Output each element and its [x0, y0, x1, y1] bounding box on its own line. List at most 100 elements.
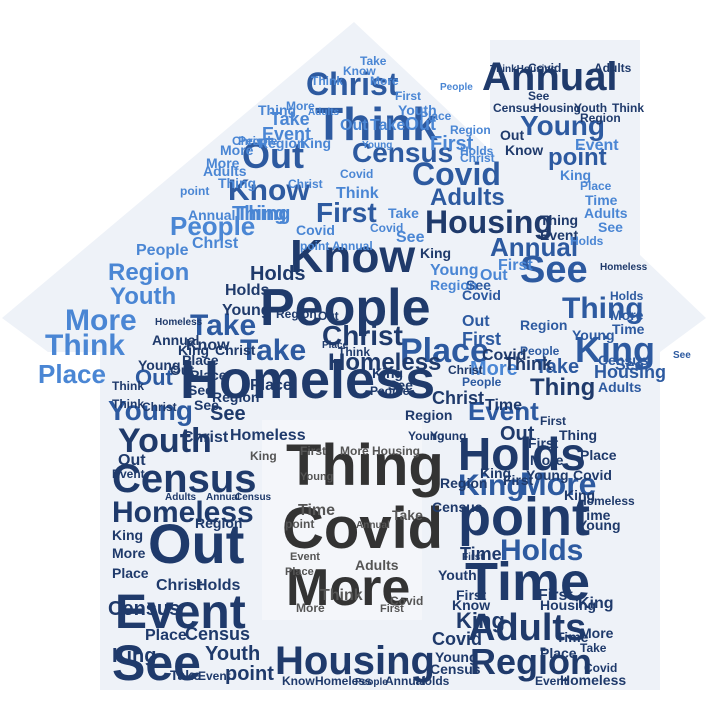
cloud-word-take: Take — [170, 667, 201, 683]
cloud-word-adults: Adults — [430, 184, 505, 211]
cloud-word-place: Place — [400, 332, 489, 370]
cloud-word-holds: Holds — [250, 263, 306, 285]
cloud-word-homeless: Homeless — [600, 262, 648, 273]
cloud-word-know: Know — [290, 230, 415, 282]
cloud-word-place: Place — [540, 645, 577, 661]
cloud-word-take: Take — [392, 507, 423, 523]
cloud-word-king: King — [578, 595, 614, 612]
cloud-word-housing: Housing — [540, 597, 596, 613]
cloud-word-place: Place — [420, 109, 452, 123]
cloud-word-out: Out — [318, 309, 339, 323]
cloud-word-place: Place — [322, 340, 349, 351]
cloud-word-adults: Adults — [598, 379, 642, 395]
cloud-word-time: Time — [465, 552, 590, 612]
cloud-word-more: More — [220, 142, 254, 158]
cloud-word-annual: Annual — [356, 520, 390, 531]
cloud-word-out: Out — [170, 362, 194, 378]
cloud-word-more: More — [470, 358, 518, 380]
cloud-word-annual: Annual — [482, 55, 618, 99]
cloud-word-time: Time — [585, 192, 618, 208]
cloud-word-king: King — [458, 469, 525, 502]
cloud-word-think: Think — [320, 587, 363, 604]
cloud-word-king: King — [250, 449, 277, 463]
cloud-word-first: First — [538, 587, 573, 604]
cloud-word-covid: Covid — [528, 61, 561, 75]
cloud-word-out: Out — [135, 365, 174, 390]
cloud-word-youth: Youth — [205, 643, 260, 665]
cloud-word-out: Out — [118, 452, 146, 469]
cloud-word-think: Think — [336, 185, 379, 202]
cloud-word-young: Young — [430, 429, 466, 443]
cloud-word-homeless: Homeless — [180, 350, 435, 410]
cloud-word-homeless: Homeless — [578, 494, 635, 508]
cloud-word-more: More — [206, 155, 240, 171]
cloud-word-census: Census — [352, 137, 453, 168]
cloud-word-event: Event — [262, 124, 311, 144]
cloud-word-adults: Adults — [203, 163, 247, 179]
cloud-word-youth: Youth — [574, 101, 607, 115]
cloud-word-king: King — [112, 527, 143, 543]
cloud-word-covid: Covid — [390, 594, 423, 608]
cloud-word-christ: Christ — [232, 134, 267, 148]
cloud-word-king: King — [420, 245, 451, 261]
cloud-word-see: See — [615, 357, 644, 374]
cloud-word-holds: Holds — [570, 234, 604, 248]
cloud-word-see: See — [598, 219, 623, 235]
cloud-word-think: Think — [612, 101, 644, 115]
cloud-word-region: Region — [258, 135, 305, 151]
cloud-word-thing: Thing — [236, 203, 290, 225]
cloud-word-census: Census — [432, 499, 483, 515]
cloud-word-king: King — [112, 645, 156, 667]
cloud-word-housing: Housing — [372, 444, 420, 458]
cloud-word-time: Time — [556, 629, 589, 645]
cloud-word-holds: Holds — [458, 428, 586, 480]
cloud-word-first: First — [528, 435, 559, 451]
cloud-word-see: See — [466, 277, 491, 293]
cloud-word-region: Region — [440, 475, 487, 491]
cloud-word-housing: Housing — [594, 362, 666, 382]
cloud-word-census: Census — [598, 352, 649, 368]
cloud-word-young: Young — [300, 471, 333, 483]
cloud-word-holds: Holds — [196, 577, 241, 594]
cloud-word-homeless: Homeless — [112, 496, 254, 529]
cloud-word-time: Time — [460, 544, 502, 564]
cloud-word-christ: Christ — [156, 577, 203, 594]
cloud-word-time: Time — [578, 507, 611, 523]
cloud-word-holds: Holds — [610, 289, 644, 303]
cloud-word-young: Young — [222, 302, 271, 319]
cloud-word-out: Out — [148, 512, 244, 575]
cloud-word-first: First — [380, 603, 404, 615]
cloud-word-point: point — [300, 239, 329, 253]
cloud-word-place: Place — [250, 377, 292, 394]
cloud-word-region: Region — [580, 111, 621, 125]
cloud-word-know: Know — [452, 597, 490, 613]
cloud-word-time: Time — [485, 397, 522, 414]
cloud-word-young: Young — [108, 395, 193, 426]
cloud-word-event: Event — [535, 674, 568, 688]
cloud-word-people: People — [136, 242, 189, 259]
cloud-word-holds: Holds — [416, 674, 450, 688]
cloud-word-covid: Covid — [370, 221, 403, 235]
cloud-word-christ: Christ — [306, 66, 399, 102]
cloud-word-census: Census — [493, 101, 537, 115]
cloud-word-king: King — [456, 608, 505, 633]
cloud-word-annual: Annual — [385, 674, 426, 688]
cloud-word-event: Event — [115, 586, 246, 639]
cloud-word-christ: Christ — [448, 363, 483, 377]
cloud-word-christ: Christ — [192, 235, 239, 252]
cloud-word-event: Event — [575, 137, 619, 154]
cloud-word-point: point — [548, 144, 607, 171]
cloud-word-out: Out — [242, 135, 304, 176]
cloud-word-first: First — [430, 133, 474, 155]
cloud-word-point: point — [458, 487, 590, 547]
cloud-word-young: Young — [362, 140, 392, 151]
cloud-word-region: Region — [430, 277, 477, 293]
cloud-word-out: Out — [500, 127, 524, 143]
cloud-word-king: King — [300, 135, 331, 151]
cloud-word-event: Event — [468, 396, 539, 426]
cloud-word-think: Think — [504, 354, 553, 374]
cloud-word-census: Census — [235, 492, 272, 503]
cloud-word-holds: Holds — [460, 144, 494, 158]
cloud-word-thing: Thing — [559, 427, 597, 443]
cloud-word-thing: Thing — [530, 374, 595, 401]
